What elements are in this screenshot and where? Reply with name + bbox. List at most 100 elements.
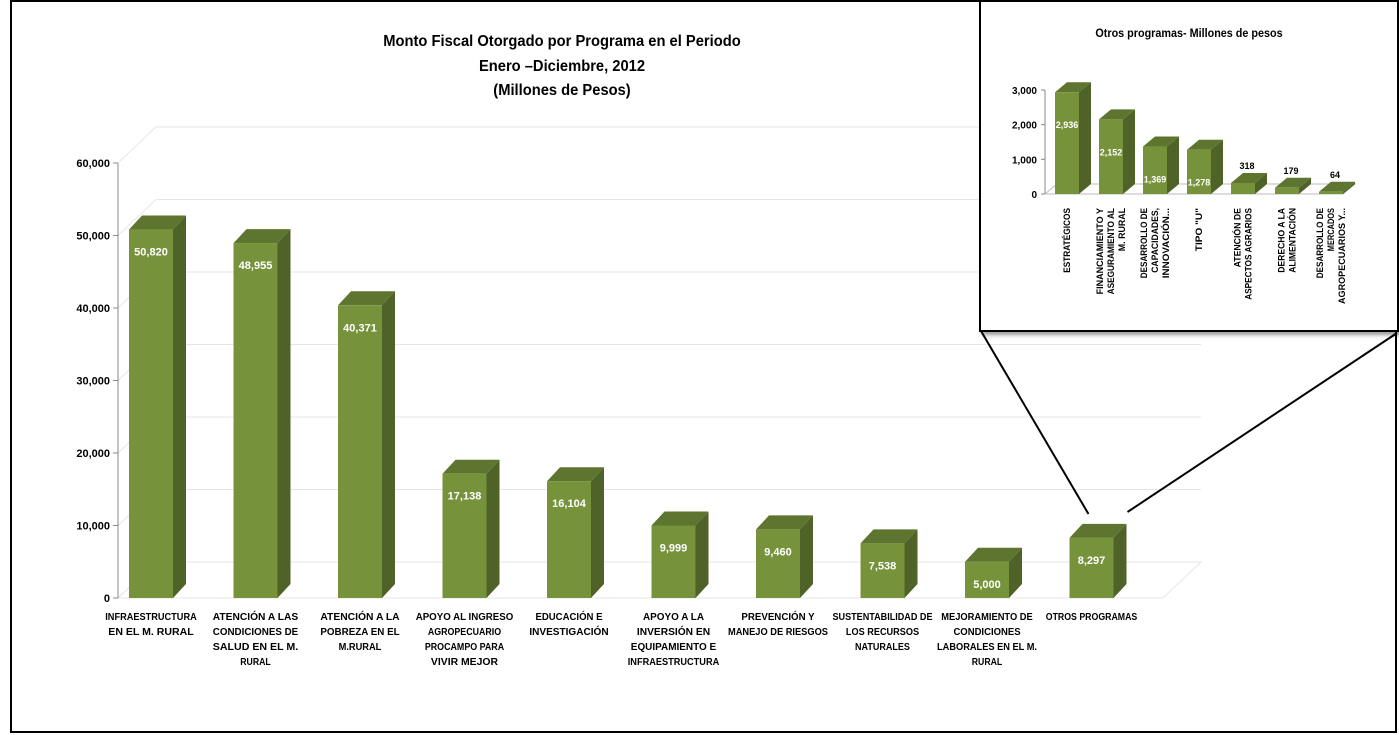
inset-bar-value-label: 2,936 (1056, 120, 1079, 130)
bar (965, 561, 1009, 598)
inset-category-label: DESARROLLO DE (1139, 208, 1149, 278)
category-label: MEJORAMIENTO DE (941, 612, 1033, 623)
bar-side (277, 229, 291, 599)
bar (756, 529, 800, 598)
bar-top (338, 291, 395, 306)
bar (442, 473, 487, 598)
bar-top (860, 529, 918, 544)
y-tick-label: 20,000 (76, 448, 110, 460)
inset-bar-top (1099, 109, 1135, 120)
gridline-side (117, 199, 157, 236)
inset-bar-side (1079, 82, 1091, 194)
inset-bar (1099, 119, 1123, 194)
bar-top (442, 459, 500, 474)
bar-top (756, 515, 813, 530)
category-label: INVESTIGACIÓN (529, 625, 608, 638)
y-tick-label: 50,000 (76, 231, 110, 243)
inset-category-label: ALIMENTACIÓN (1287, 208, 1298, 273)
category-label: PROCAMPO PARA (425, 642, 504, 653)
category-label: INFRAESTRUCTURA (105, 612, 197, 623)
bar-value-label: 9,460 (764, 546, 792, 558)
category-label: M.RURAL (339, 642, 382, 653)
category-label: INVERSIÓN EN (637, 625, 710, 638)
category-label: CONDICIONES DE (213, 627, 299, 638)
category-label: EN EL M. RURAL (108, 627, 193, 638)
inset-bar (1143, 146, 1167, 194)
inset-category-label: ASPECTOS AGRARIOS (1244, 208, 1254, 300)
category-label: AGROPECUARIO (428, 627, 501, 638)
category-label: LABORALES EN EL M. (937, 642, 1037, 653)
bar-top (129, 215, 186, 230)
inset-category-label: ATENCIÓN DE (1232, 208, 1243, 267)
gridline-side (117, 126, 157, 164)
inset-bar-side (1167, 136, 1179, 194)
category-label: RURAL (240, 657, 271, 668)
category-label: VIVIR MEJOR (431, 657, 499, 668)
inset-bar-side (1123, 109, 1135, 194)
category-label: ATENCIÓN A LAS (213, 610, 299, 623)
category-label: SALUD EN EL M. (213, 642, 299, 653)
bar-value-label: 50,820 (134, 247, 168, 259)
category-label: ATENCIÓN A LA (320, 610, 399, 623)
chart-title-line-1: Monto Fiscal Otorgado por Programa en el… (383, 33, 741, 50)
inset-bar-chart: 0 1,000 2,000 3,000 2,936 ESTRATÉGICOS 2,152 FI… (1012, 82, 1357, 304)
bar-side (904, 529, 918, 598)
inset-bar-side (1299, 177, 1311, 194)
category-label: EDUCACIÓN E (535, 610, 602, 623)
bar-side (486, 459, 500, 598)
inset-bar-value-label: 2,152 (1100, 147, 1123, 157)
inset-y-tick-label: 2,000 (1012, 121, 1037, 132)
category-label: APOYO AL INGRESO (416, 612, 514, 623)
bar-value-label: 7,538 (869, 560, 897, 572)
category-label: LOS RECURSOS (846, 627, 919, 638)
inset-bar-top (1143, 136, 1179, 147)
inset-category-label: AGROPECUARIOS Y... (1337, 208, 1347, 304)
category-label: RURAL (972, 657, 1003, 668)
inset-bar-value-label: 1,278 (1188, 178, 1211, 188)
bar-side (173, 215, 186, 598)
bar-top (547, 467, 604, 482)
inset-bar (1055, 92, 1079, 194)
inset-bar (1187, 149, 1211, 194)
y-tick-label: 0 (104, 593, 110, 605)
inset-bar-top (1231, 172, 1267, 183)
bar-side (1113, 523, 1127, 598)
y-tick-label: 30,000 (76, 376, 110, 388)
inset-category-label: CAPACIDADES, (1150, 208, 1160, 273)
category-label: CONDICIONES (953, 627, 1020, 638)
category-label: NATURALES (855, 642, 910, 653)
bar-top (233, 229, 291, 244)
bar-side (1009, 547, 1022, 598)
category-label: EQUIPAMIENTO E (631, 642, 717, 653)
connector-line-right (1126, 332, 1398, 513)
inset-category-label: INNOVACIÓN... (1160, 208, 1171, 278)
inset-bar-top (1319, 181, 1355, 192)
bar-side (695, 511, 709, 598)
connector-line-left (980, 330, 1090, 515)
inset-category-label: FINANCIAMIENTO Y (1095, 208, 1105, 294)
bar (860, 543, 905, 598)
inset-bar (1231, 182, 1255, 194)
inset-bar-side (1211, 139, 1223, 194)
bar (129, 229, 173, 598)
inset-bar-value-label: 179 (1283, 166, 1298, 176)
inset-bar-top (1187, 139, 1223, 150)
inset-category-label: ESTRATÉGICOS (1062, 208, 1072, 273)
category-label: MANEJO DE RIESGOS (728, 627, 828, 638)
inset-bar-value-label: 64 (1330, 170, 1340, 180)
category-label: SUSTENTABILIDAD DE (833, 612, 933, 623)
inset-chart-title: Otros programas- Millones de pesos (1095, 26, 1283, 40)
inset-category-label: ASEGURAMIENTO AL (1106, 208, 1116, 295)
bar-top (965, 547, 1022, 562)
bar-top (1069, 523, 1127, 538)
y-tick-label: 40,000 (76, 303, 110, 315)
bar-value-label: 40,371 (343, 322, 377, 334)
bar-value-label: 5,000 (973, 579, 1001, 591)
category-label: PREVENCIÓN Y (741, 610, 815, 623)
inset-bar-value-label: 318 (1239, 161, 1254, 171)
bar (338, 305, 382, 598)
category-label: POBREZA EN EL (320, 627, 399, 638)
bar-top (651, 511, 709, 526)
inset-y-tick-label: 1,000 (1012, 155, 1037, 166)
inset-category-label: DERECHO A LA (1277, 208, 1287, 273)
